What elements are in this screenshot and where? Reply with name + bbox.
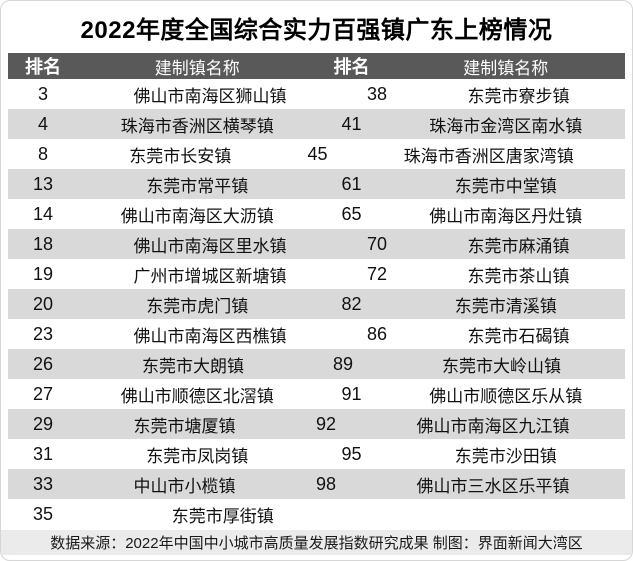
table-row: 26 东莞市大朗镇 89 东莞市大岭山镇 bbox=[8, 349, 625, 379]
rank-cell: 35 bbox=[32, 503, 54, 524]
table-row: 3 佛山市南海区狮山镇 38 东莞市寮步镇 bbox=[8, 79, 625, 109]
table-row: 27 佛山市顺德区北滘镇 91 佛山市顺德区乐从镇 bbox=[8, 379, 625, 409]
town-cell: 东莞市虎门镇 bbox=[146, 296, 249, 316]
town-cell: 东莞市凤岗镇 bbox=[146, 446, 249, 466]
header-town-right: 建制镇名称 bbox=[463, 58, 549, 78]
town-cell: 东莞市沙田镇 bbox=[454, 446, 557, 466]
town-cell: 佛山市南海区西樵镇 bbox=[133, 326, 287, 346]
town-cell: 东莞市塘厦镇 bbox=[133, 416, 236, 436]
rank-cell: 20 bbox=[32, 293, 54, 314]
town-cell: 东莞市清溪镇 bbox=[454, 296, 557, 316]
town-cell: 东莞市大岭山镇 bbox=[442, 356, 561, 376]
rank-cell: 31 bbox=[32, 443, 54, 464]
town-cell: 佛山市三水区乐平镇 bbox=[416, 476, 570, 496]
rank-cell: 98 bbox=[315, 473, 337, 494]
table-row: 20 东莞市虎门镇 82 东莞市清溪镇 bbox=[8, 289, 625, 319]
town-cell: 东莞市长安镇 bbox=[129, 146, 232, 166]
header-town-left: 建制镇名称 bbox=[154, 58, 240, 78]
rank-cell: 19 bbox=[32, 263, 54, 284]
table-row: 29 东莞市塘厦镇 92 佛山市南海区九江镇 bbox=[8, 409, 625, 439]
town-cell: 佛山市顺德区北滘镇 bbox=[120, 386, 274, 406]
town-cell: 东莞市石碣镇 bbox=[467, 326, 570, 346]
rank-cell: 86 bbox=[366, 323, 388, 344]
ranking-table: 排名 建制镇名称 排名 建制镇名称 3 佛山市南海区狮山镇 38 东莞市寮步镇 4 珠海市… bbox=[8, 53, 625, 529]
rank-cell: 38 bbox=[366, 83, 388, 104]
table-row: 18 佛山市南海区里水镇 70 东莞市麻涌镇 bbox=[8, 229, 625, 259]
rank-cell: 61 bbox=[341, 173, 362, 194]
town-cell: 东莞市茶山镇 bbox=[467, 266, 570, 286]
table-row: 23 佛山市南海区西樵镇 86 东莞市石碣镇 bbox=[8, 319, 625, 349]
rank-cell: 27 bbox=[32, 383, 54, 404]
table-header-row: 排名 建制镇名称 排名 建制镇名称 bbox=[8, 53, 625, 79]
rank-cell: 41 bbox=[341, 113, 362, 134]
rank-cell: 18 bbox=[32, 233, 54, 254]
town-cell: 珠海市香洲区唐家湾镇 bbox=[403, 146, 574, 166]
town-cell: 珠海市金湾区南水镇 bbox=[429, 116, 583, 136]
table-row: 31 东莞市凤岗镇 95 东莞市沙田镇 bbox=[8, 439, 625, 469]
rank-cell: 14 bbox=[32, 203, 54, 224]
town-cell: 东莞市常平镇 bbox=[146, 176, 249, 196]
rank-cell: 92 bbox=[315, 413, 337, 434]
town-cell: 佛山市南海区大沥镇 bbox=[120, 206, 274, 226]
rank-cell: 89 bbox=[332, 353, 354, 374]
rank-cell: 65 bbox=[341, 203, 362, 224]
town-cell: 东莞市麻涌镇 bbox=[467, 236, 570, 256]
table-row: 14 佛山市南海区大沥镇 65 佛山市南海区丹灶镇 bbox=[8, 199, 625, 229]
town-cell: 佛山市南海区里水镇 bbox=[133, 236, 287, 256]
town-cell: 中山市小榄镇 bbox=[133, 476, 236, 496]
town-cell: 东莞市中堂镇 bbox=[454, 176, 557, 196]
rank-cell: 45 bbox=[307, 143, 328, 164]
rank-cell: 13 bbox=[32, 173, 54, 194]
town-cell: 佛山市南海区九江镇 bbox=[416, 416, 570, 436]
town-cell: 东莞市寮步镇 bbox=[467, 86, 570, 106]
header-rank-left: 排名 bbox=[25, 57, 61, 77]
rank-cell: 95 bbox=[341, 443, 362, 464]
rank-cell: 72 bbox=[366, 263, 388, 284]
rank-cell: 91 bbox=[341, 383, 362, 404]
rank-cell: 23 bbox=[32, 323, 54, 344]
town-cell: 佛山市南海区狮山镇 bbox=[133, 86, 287, 106]
table-row: 33 中山市小榄镇 98 佛山市三水区乐平镇 bbox=[8, 469, 625, 499]
table-row: 13 东莞市常平镇 61 东莞市中堂镇 bbox=[8, 169, 625, 199]
rank-cell: 8 bbox=[37, 143, 48, 164]
table-row: 35 东莞市厚街镇 bbox=[8, 499, 625, 529]
town-cell: 广州市增城区新塘镇 bbox=[133, 266, 287, 286]
town-cell: 珠海市香洲区横琴镇 bbox=[120, 116, 274, 136]
town-cell: 东莞市大朗镇 bbox=[142, 356, 244, 376]
table-row: 4 珠海市香洲区横琴镇 41 珠海市金湾区南水镇 bbox=[8, 109, 625, 139]
rank-cell: 82 bbox=[341, 293, 362, 314]
table-row: 19 广州市增城区新塘镇 72 东莞市茶山镇 bbox=[8, 259, 625, 289]
rank-cell: 26 bbox=[32, 353, 54, 374]
town-cell: 东莞市厚街镇 bbox=[171, 506, 274, 526]
table-body: 3 佛山市南海区狮山镇 38 东莞市寮步镇 4 珠海市香洲区横琴镇 41 珠海市金湾区南水镇 8… bbox=[8, 79, 625, 529]
rank-cell: 33 bbox=[32, 473, 54, 494]
town-cell: 佛山市南海区丹灶镇 bbox=[429, 206, 583, 226]
header-rank-right: 排名 bbox=[333, 57, 370, 77]
town-cell: 佛山市顺德区乐从镇 bbox=[429, 386, 583, 406]
rank-cell: 4 bbox=[37, 113, 48, 134]
rank-cell: 29 bbox=[32, 413, 54, 434]
source-note: 数据来源：2022年中国中小城市高质量发展指数研究成果 制图：界面新闻大湾区 bbox=[1, 530, 632, 555]
rank-cell: 3 bbox=[37, 83, 48, 104]
rank-cell: 70 bbox=[366, 233, 388, 254]
page-title: 2022年度全国综合实力百强镇广东上榜情况 bbox=[80, 16, 553, 44]
table-row: 8 东莞市长安镇 45 珠海市香洲区唐家湾镇 bbox=[8, 139, 625, 169]
